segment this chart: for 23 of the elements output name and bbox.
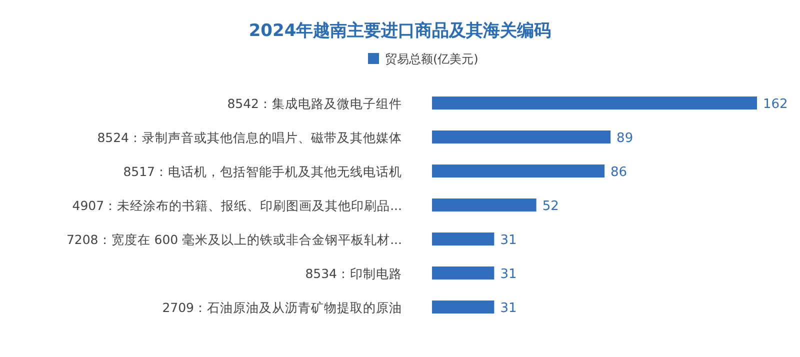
bar [432,96,757,110]
bar [432,300,494,314]
data-label: 31 [500,233,517,248]
chart-title: 2024年越南主要进口商品及其海关编码 [248,21,552,41]
bar [432,232,494,246]
y-tick-label: 8524：录制声音或其他信息的唱片、磁带及其他媒体 [97,130,402,145]
bar [432,266,494,280]
y-tick-label: 8542：集成电路及微电子组件 [227,96,402,111]
bar [432,198,536,212]
data-label: 31 [500,267,517,282]
data-label: 162 [763,97,788,112]
y-tick-label: 8517：电话机，包括智能手机及其他无线电话机 [123,164,402,179]
data-label: 86 [610,165,628,180]
legend-label: 贸易总额(亿美元) [385,52,478,66]
y-tick-label: 8534：印制电路 [305,266,402,281]
bar [432,130,611,144]
data-label: 52 [542,199,559,214]
y-tick-label: 2709：石油原油及从沥青矿物提取的原油 [162,300,402,315]
y-tick-label: 4907：未经涂布的书籍、报纸、印刷图画及其他印刷品... [72,198,402,213]
data-label: 89 [616,131,634,146]
data-label: 31 [500,301,517,316]
y-tick-label: 7208：宽度在 600 毫米及以上的铁或非合金钢平板轧材... [66,232,402,247]
bar [432,164,605,178]
